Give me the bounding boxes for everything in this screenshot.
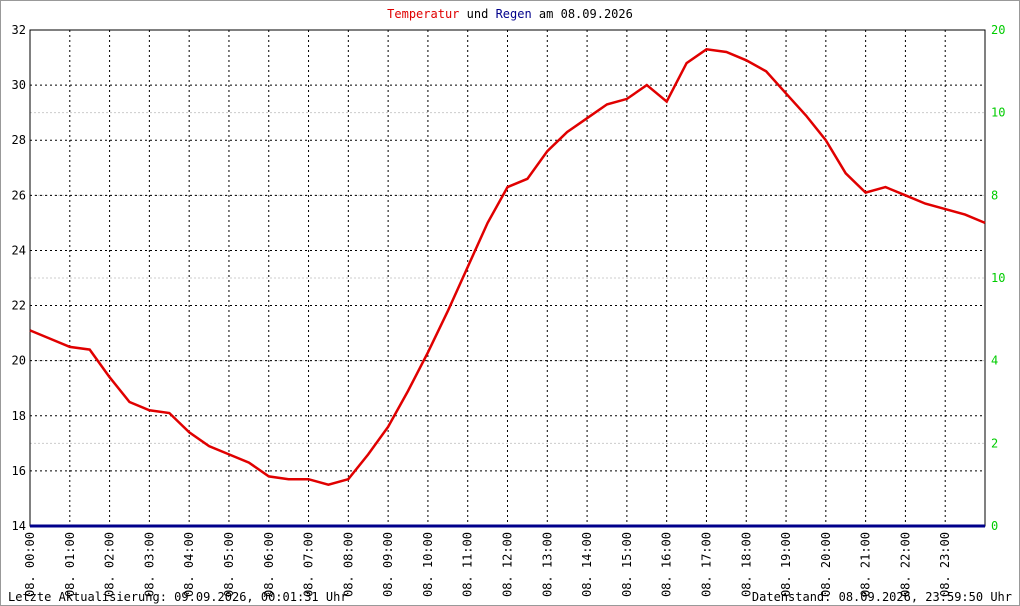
footer-left: Letzte Aktualisierung: 09.09.2026, 00:01… <box>8 590 348 604</box>
x-tick-label: 08. 10:00 <box>421 532 435 597</box>
y2-tick-label: 10 <box>991 106 1005 120</box>
x-tick-label: 08. 00:00 <box>23 532 37 597</box>
y2-tick-label: 0 <box>991 519 998 533</box>
x-tick-label: 08. 23:00 <box>938 532 952 597</box>
x-tick-label: 08. 05:00 <box>222 532 236 597</box>
x-tick-label: 08. 11:00 <box>461 532 475 597</box>
title-date: am 08.09.2026 <box>539 7 633 21</box>
y-tick-label: 32 <box>12 23 26 37</box>
x-tick-label: 08. 04:00 <box>182 532 196 597</box>
footer-right: Datenstand: 08.09.2026, 23:59:50 Uhr <box>752 590 1012 604</box>
x-tick-label: 08. 06:00 <box>262 532 276 597</box>
title-rain: Regen <box>496 7 532 21</box>
y-tick-label: 14 <box>12 519 26 533</box>
y-tick-label: 28 <box>12 133 26 147</box>
y-tick-label: 16 <box>12 464 26 478</box>
x-tick-label: 08. 18:00 <box>739 532 753 597</box>
x-tick-label: 08. 19:00 <box>779 532 793 597</box>
y-tick-label: 22 <box>12 299 26 313</box>
y-tick-label: 18 <box>12 409 26 423</box>
y-tick-label: 26 <box>12 188 26 202</box>
x-tick-label: 08. 09:00 <box>381 532 395 597</box>
x-tick-label: 08. 22:00 <box>898 532 912 597</box>
x-tick-label: 08. 08:00 <box>341 532 355 597</box>
y-tick-label: 30 <box>12 78 26 92</box>
y-tick-label: 20 <box>12 354 26 368</box>
chart-title: Temperatur und Regen am 08.09.2026 <box>387 7 633 21</box>
y2-tick-label: 8 <box>991 188 998 202</box>
x-tick-label: 08. 21:00 <box>859 532 873 597</box>
x-tick-label: 08. 07:00 <box>302 532 316 597</box>
x-tick-label: 08. 01:00 <box>63 532 77 597</box>
x-tick-label: 08. 17:00 <box>699 532 713 597</box>
y2-tick-label: 4 <box>991 354 998 368</box>
x-tick-label: 08. 03:00 <box>142 532 156 597</box>
x-tick-label: 08. 14:00 <box>580 532 594 597</box>
x-tick-label: 08. 16:00 <box>660 532 674 597</box>
y2-tick-label: 2 <box>991 436 998 450</box>
x-tick-label: 08. 12:00 <box>501 532 515 597</box>
y2-tick-label: 10 <box>991 271 1005 285</box>
y2-tick-label: 20 <box>991 23 1005 37</box>
x-tick-label: 08. 20:00 <box>819 532 833 597</box>
title-temp: Temperatur <box>387 7 459 21</box>
x-tick-label: 08. 15:00 <box>620 532 634 597</box>
y-tick-label: 24 <box>12 243 26 257</box>
x-tick-label: 08. 13:00 <box>540 532 554 597</box>
title-und: und <box>467 7 489 21</box>
data-line <box>29 47 986 486</box>
x-tick-label: 08. 02:00 <box>103 532 117 597</box>
